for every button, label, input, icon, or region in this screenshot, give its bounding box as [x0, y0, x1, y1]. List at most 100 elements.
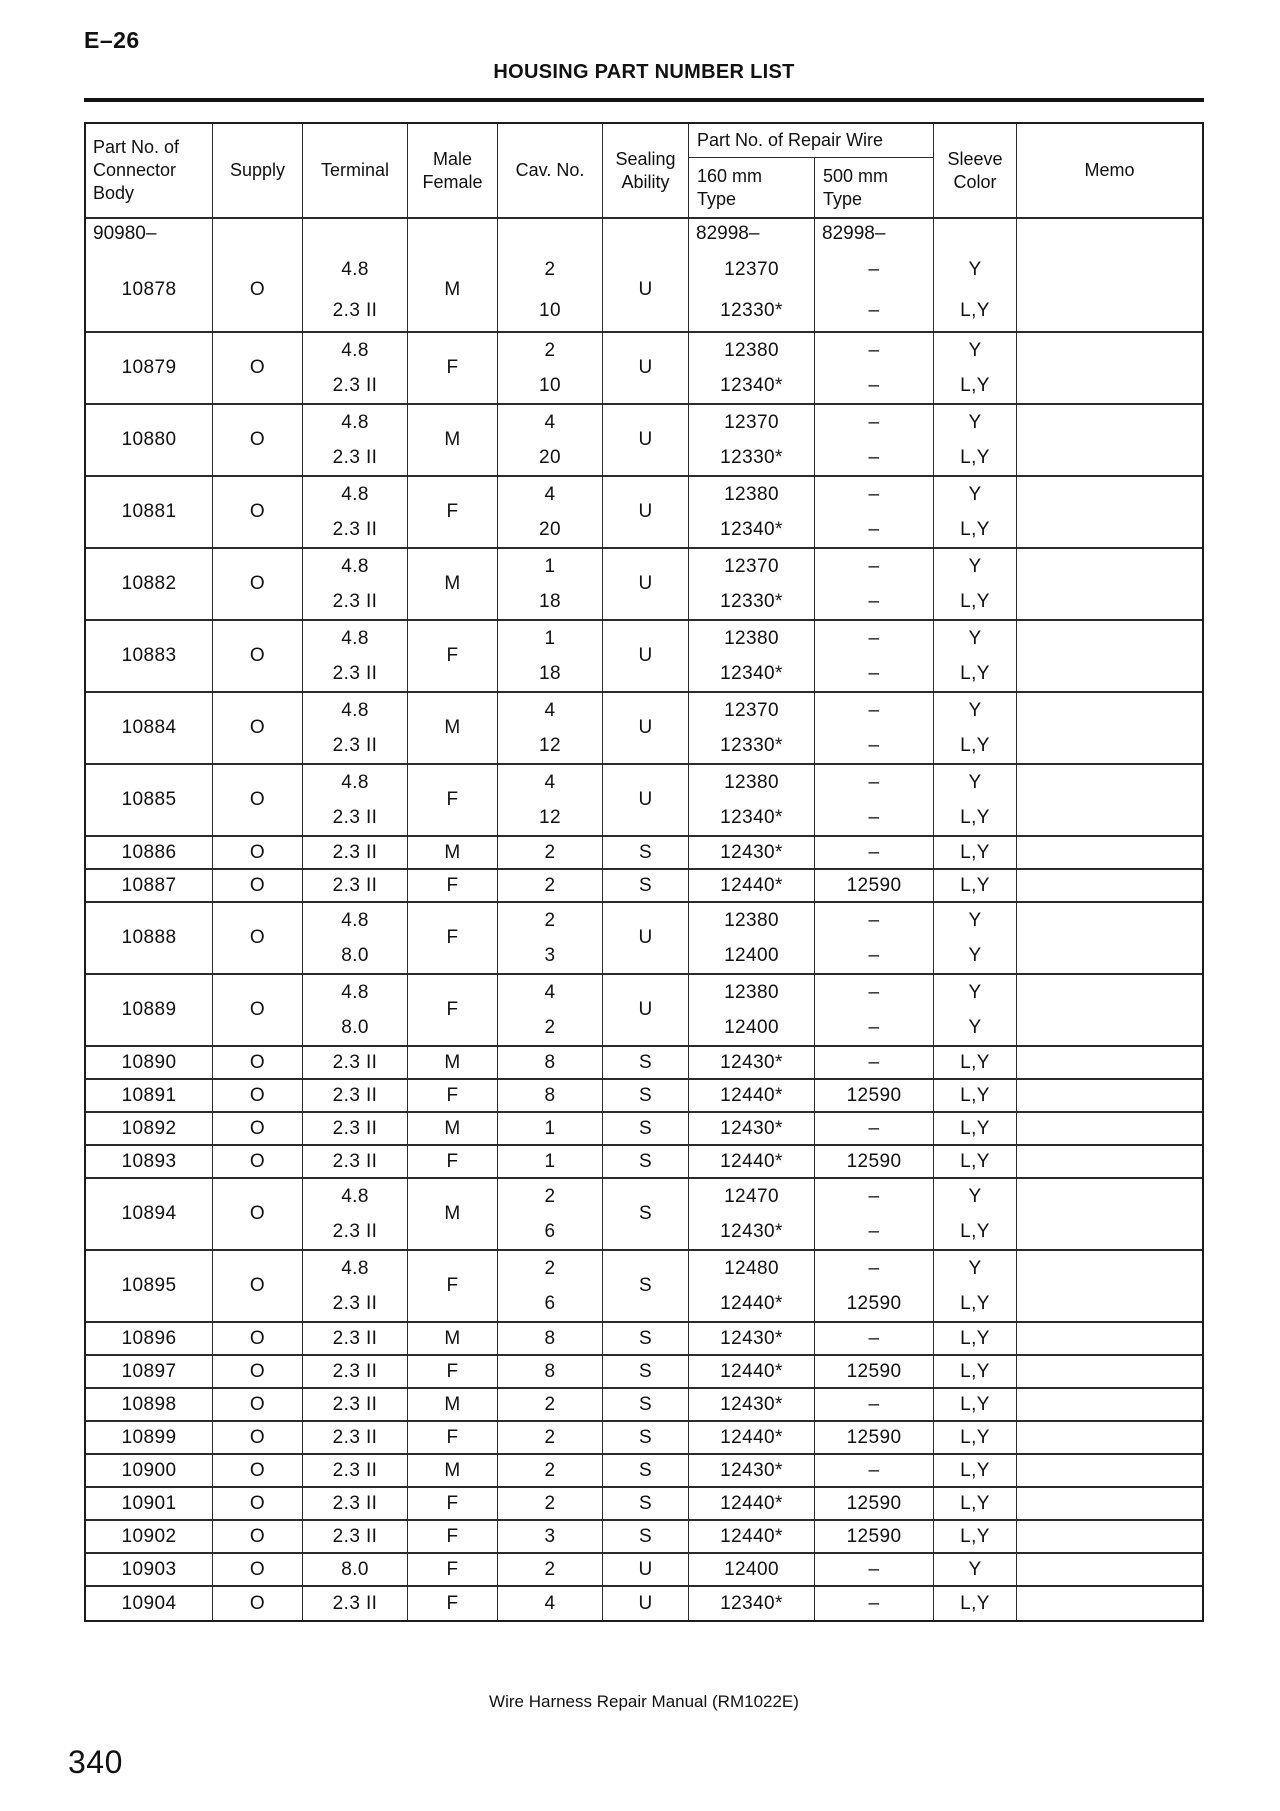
col-header-sealing: Sealing Ability [603, 124, 689, 217]
cell-repair-wire-500: 12590 [815, 1356, 934, 1387]
cell-terminal-value: 4.8 [341, 628, 369, 649]
cell-terminal: 4.8 2.3 II [303, 1179, 408, 1249]
cell-terminal-value: 2.3 II [332, 519, 378, 540]
cell-cav-no-value: 6 [544, 1221, 556, 1242]
cell-male-female: F [408, 1422, 498, 1453]
cell-male-female: M [408, 219, 498, 331]
cell-terminal-value: 2.3 II [332, 807, 378, 828]
table-row: 10885 O 4.8 2.3 II F 4 12 U 12380 12340* – – Y L,Y [86, 765, 1202, 837]
cell-repair-wire-500-value: – [868, 484, 880, 505]
cell-cav-no-value: 4 [544, 982, 556, 1003]
cell-repair-wire-500-value: – [868, 591, 880, 612]
cell-repair-wire-500-value: – [868, 663, 880, 684]
cell-repair-wire-160: 12430* [689, 1389, 815, 1420]
cell-supply: O [213, 621, 303, 691]
col-header-supply: Supply [213, 124, 303, 217]
cell-terminal: 2.3 II [303, 1587, 408, 1620]
cell-memo [1017, 870, 1202, 901]
cell-supply: O [213, 1251, 303, 1321]
cell-memo [1017, 1422, 1202, 1453]
cell-sleeve-color-value: Y [968, 1017, 982, 1038]
cell-repair-wire-500: – – [815, 333, 934, 403]
cell-male-female: F [408, 1587, 498, 1620]
cell-male-female: M [408, 1113, 498, 1144]
table-row: 10890 O 2.3 II M 8 S 12430* – L,Y [86, 1047, 1202, 1080]
cell-supply: O [213, 1146, 303, 1177]
cell-sealing: S [603, 1455, 689, 1486]
cell-supply: O [213, 1179, 303, 1249]
cell-memo [1017, 1251, 1202, 1321]
cell-cav-no: 1 18 [498, 549, 603, 619]
table-row: 10900 O 2.3 II M 2 S 12430* – L,Y [86, 1455, 1202, 1488]
cell-repair-wire-500: – – [815, 1179, 934, 1249]
table-row: 10882 O 4.8 2.3 II M 1 18 U 12370 12330* – – Y L,Y [86, 549, 1202, 621]
cell-repair-wire-160: 12400 [689, 1554, 815, 1585]
col-header-male-female-line: Female [422, 171, 483, 192]
cell-male-female: F [408, 1521, 498, 1552]
cell-sleeve-color: L,Y [934, 1587, 1017, 1620]
col-header-sealing-line: Sealing [615, 148, 676, 169]
cell-sleeve-color-value: L,Y [960, 735, 990, 756]
table-row: 10901 O 2.3 II F 2 S 12440* 12590 L,Y [86, 1488, 1202, 1521]
cell-repair-wire-500-value: – [868, 735, 880, 756]
cell-cav-no-value: 20 [539, 447, 561, 468]
cell-part-no: 10887 [86, 870, 213, 901]
cell-sealing: S [603, 1251, 689, 1321]
cell-sleeve-color-value: Y [968, 982, 982, 1003]
cell-supply: O [213, 405, 303, 475]
cell-sleeve-color-value: Y [968, 340, 982, 361]
cell-sleeve-color: L,Y [934, 1455, 1017, 1486]
cell-memo [1017, 1488, 1202, 1519]
cell-terminal: 8.0 [303, 1554, 408, 1585]
cell-repair-wire-500-value: – [868, 1017, 880, 1038]
col-header-part-no-line: Part No. of [93, 137, 180, 157]
cell-repair-wire-500-value: – [868, 340, 880, 361]
cell-cav-no: 4 12 [498, 765, 603, 835]
cell-cav-no-value: 4 [544, 700, 556, 721]
cell-repair-wire-160: 12440* [689, 1080, 815, 1111]
cell-part-no: 10889 [86, 975, 213, 1045]
col-header-male-female: Male Female [408, 124, 498, 217]
cell-male-female: F [408, 765, 498, 835]
table-row: 10898 O 2.3 II M 2 S 12430* – L,Y [86, 1389, 1202, 1422]
cell-part-no: 10899 [86, 1422, 213, 1453]
cell-repair-wire-160: 12380 12400 [689, 975, 815, 1045]
cell-supply: O [213, 1488, 303, 1519]
cell-sleeve-color: Y L,Y [934, 219, 1017, 331]
cell-sleeve-color-value: L,Y [960, 663, 990, 684]
cell-terminal-value: 4.8 [341, 484, 369, 505]
cell-repair-wire-160-value: 12330* [720, 591, 783, 612]
cell-repair-wire-160: 12380 12400 [689, 903, 815, 973]
table-row: 10887 O 2.3 II F 2 S 12440* 12590 L,Y [86, 870, 1202, 903]
cell-terminal-value: 8.0 [341, 945, 369, 966]
table-row: 10880 O 4.8 2.3 II M 4 20 U 12370 12330* – – Y L,Y [86, 405, 1202, 477]
cell-sleeve-color: Y L,Y [934, 549, 1017, 619]
cell-memo [1017, 1554, 1202, 1585]
cell-memo [1017, 1455, 1202, 1486]
col-header-supply-label: Supply [229, 160, 286, 180]
cell-sealing: S [603, 1113, 689, 1144]
cell-sleeve-color: L,Y [934, 1047, 1017, 1078]
cell-repair-wire-160: 12340* [689, 1587, 815, 1620]
cell-supply: O [213, 1047, 303, 1078]
cell-memo [1017, 333, 1202, 403]
cell-part-no: 10886 [86, 837, 213, 868]
series-prefix [498, 219, 602, 249]
series-prefix [408, 219, 497, 249]
col-header-terminal: Terminal [303, 124, 408, 217]
cell-male-female: F [408, 975, 498, 1045]
cell-sleeve-color-value: Y [968, 412, 982, 433]
col-header-500mm-type: 500 mm Type [815, 158, 933, 217]
cell-repair-wire-160-value: 12430* [720, 1221, 783, 1242]
cell-part-no: 10888 [86, 903, 213, 973]
cell-male-female: M [408, 1389, 498, 1420]
cell-terminal-value: 4.8 [341, 700, 369, 721]
cell-repair-wire-160: 12480 12440* [689, 1251, 815, 1321]
cell-terminal: 4.8 2.3 II [303, 1251, 408, 1321]
cell-sealing: U [603, 1554, 689, 1585]
cell-terminal: 2.3 II [303, 1422, 408, 1453]
cell-sealing: U [603, 903, 689, 973]
